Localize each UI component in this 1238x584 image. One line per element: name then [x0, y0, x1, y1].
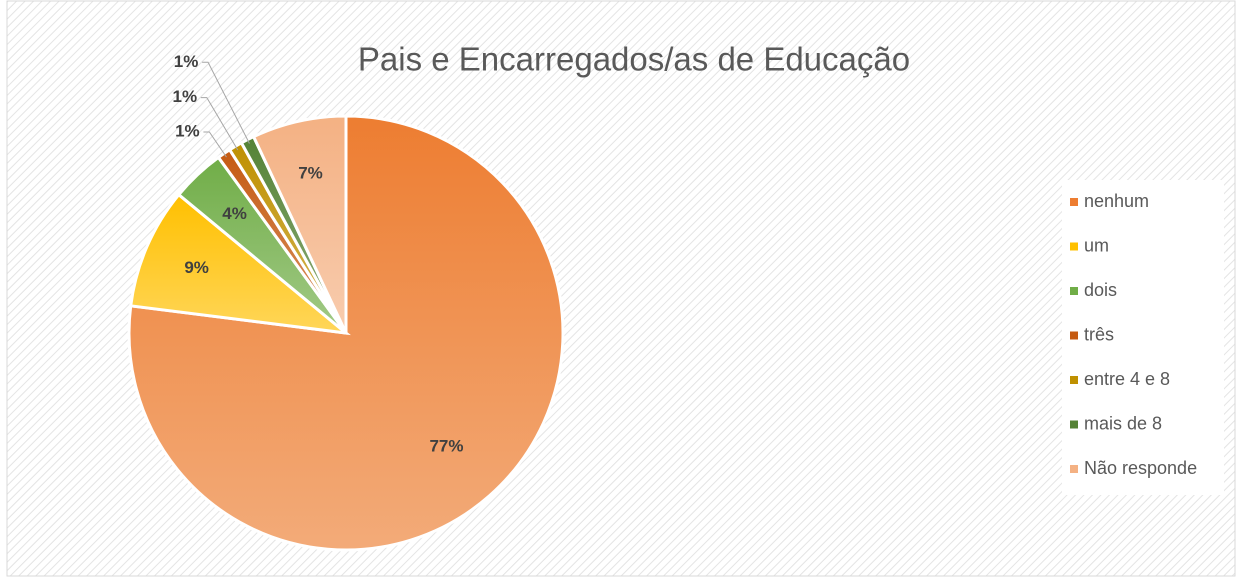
data-label: 1% [175, 121, 200, 140]
legend-label: mais de 8 [1084, 413, 1162, 433]
leader-line [202, 61, 250, 144]
data-label: 9% [184, 258, 209, 277]
legend-label: Não responde [1084, 458, 1197, 478]
leader-line [200, 97, 239, 151]
legend-swatch [1070, 287, 1078, 295]
leader-line [203, 131, 227, 158]
legend-label: entre 4 e 8 [1084, 369, 1170, 389]
chart-title: Pais e Encarregados/as de Educação [358, 41, 910, 78]
legend-swatch [1070, 420, 1078, 429]
data-label: 4% [222, 204, 247, 223]
pie-slice [129, 192, 351, 336]
legend-label: um [1084, 235, 1109, 255]
legend-swatch [1070, 376, 1078, 384]
legend-box [1062, 180, 1224, 495]
legend-swatch [1070, 331, 1078, 340]
legend-label: três [1084, 324, 1114, 344]
pie-slice [251, 114, 348, 334]
legend-swatch [1070, 465, 1078, 473]
legend-swatch [1070, 198, 1078, 206]
legend-label: dois [1084, 280, 1117, 300]
legend-swatch [1070, 242, 1078, 251]
data-label: 1% [174, 52, 199, 71]
data-label: 77% [429, 436, 463, 455]
data-label: 1% [173, 87, 198, 106]
data-label: 7% [298, 164, 323, 183]
legend-label: nenhum [1084, 191, 1149, 211]
